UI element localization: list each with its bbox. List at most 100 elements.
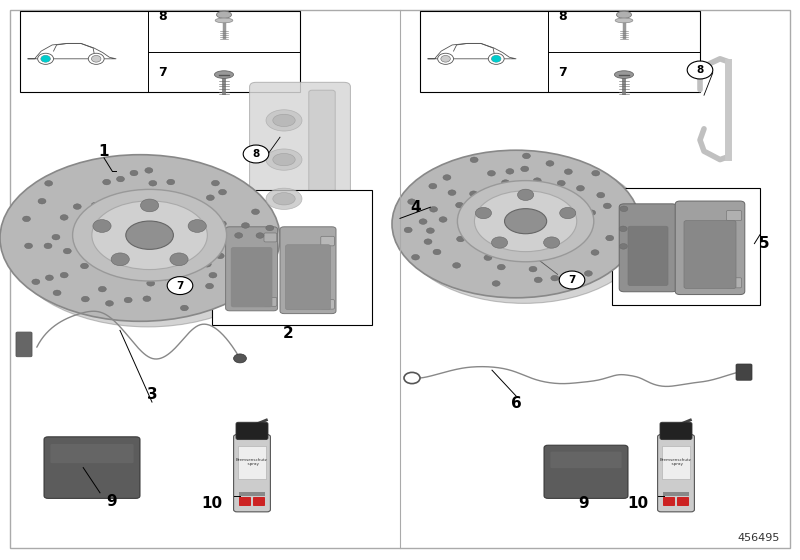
Text: 1: 1 (98, 144, 110, 158)
Polygon shape (428, 44, 516, 59)
Circle shape (206, 195, 214, 200)
Circle shape (106, 301, 114, 306)
Text: 9: 9 (578, 497, 590, 511)
Circle shape (534, 277, 542, 283)
Bar (253, 497, 264, 505)
Circle shape (91, 202, 99, 208)
Bar (212, 190, 372, 325)
Circle shape (502, 180, 510, 185)
Circle shape (470, 157, 478, 162)
Ellipse shape (392, 150, 640, 298)
Circle shape (568, 233, 576, 239)
Bar (612, 188, 760, 305)
Text: 7: 7 (176, 281, 184, 291)
Text: 7: 7 (558, 66, 566, 80)
Circle shape (111, 253, 130, 265)
Circle shape (411, 254, 419, 260)
Text: 5: 5 (758, 236, 770, 251)
Circle shape (561, 246, 569, 251)
Circle shape (216, 240, 224, 245)
Bar (663, 492, 689, 496)
Circle shape (253, 263, 261, 269)
Ellipse shape (458, 181, 594, 262)
FancyBboxPatch shape (675, 201, 745, 295)
Circle shape (145, 195, 153, 200)
Circle shape (256, 233, 264, 239)
Circle shape (534, 188, 542, 193)
Ellipse shape (505, 209, 546, 234)
Text: 456495: 456495 (738, 533, 780, 543)
Ellipse shape (73, 189, 226, 281)
Circle shape (448, 190, 456, 195)
Circle shape (177, 199, 185, 204)
Circle shape (529, 267, 537, 272)
Circle shape (82, 296, 90, 302)
Circle shape (91, 55, 101, 62)
Circle shape (88, 53, 104, 64)
Circle shape (234, 354, 246, 363)
FancyBboxPatch shape (264, 297, 277, 306)
Circle shape (143, 296, 151, 301)
Ellipse shape (266, 110, 302, 131)
Circle shape (588, 210, 596, 216)
FancyBboxPatch shape (628, 226, 668, 286)
Bar (239, 497, 250, 505)
Circle shape (534, 178, 542, 183)
Circle shape (591, 250, 599, 255)
Circle shape (492, 56, 500, 62)
Circle shape (113, 196, 121, 202)
Circle shape (170, 253, 188, 265)
FancyBboxPatch shape (236, 422, 268, 440)
Text: 8: 8 (158, 10, 166, 24)
FancyBboxPatch shape (250, 82, 350, 242)
Text: 8: 8 (558, 10, 566, 24)
Circle shape (584, 270, 592, 276)
FancyBboxPatch shape (726, 278, 742, 288)
Circle shape (218, 221, 226, 226)
Circle shape (620, 206, 628, 212)
Circle shape (38, 198, 46, 204)
Ellipse shape (214, 71, 234, 78)
Circle shape (457, 236, 465, 242)
FancyBboxPatch shape (662, 446, 690, 479)
Circle shape (166, 179, 174, 185)
Ellipse shape (0, 155, 280, 321)
Circle shape (551, 276, 559, 281)
Circle shape (98, 286, 106, 292)
Circle shape (546, 161, 554, 166)
Text: 6: 6 (510, 396, 522, 410)
Circle shape (266, 225, 274, 231)
FancyBboxPatch shape (544, 445, 628, 498)
Text: 8: 8 (696, 65, 704, 75)
FancyBboxPatch shape (321, 236, 334, 246)
FancyBboxPatch shape (684, 221, 736, 288)
Circle shape (491, 237, 508, 248)
Circle shape (404, 372, 420, 384)
Circle shape (60, 272, 68, 278)
Text: 7: 7 (568, 275, 576, 285)
Circle shape (453, 263, 461, 268)
Circle shape (619, 244, 627, 249)
Circle shape (41, 55, 50, 62)
Ellipse shape (615, 18, 633, 23)
Bar (239, 492, 265, 496)
Bar (420, 11, 700, 92)
Circle shape (530, 255, 538, 261)
Circle shape (488, 187, 496, 193)
Ellipse shape (474, 191, 577, 251)
Circle shape (546, 193, 554, 198)
Circle shape (242, 223, 250, 228)
Circle shape (522, 153, 530, 158)
Circle shape (606, 235, 614, 241)
Circle shape (559, 271, 585, 289)
Circle shape (470, 191, 478, 197)
Circle shape (430, 207, 438, 212)
Circle shape (506, 169, 514, 174)
Circle shape (93, 220, 111, 232)
Circle shape (234, 232, 242, 238)
Circle shape (443, 175, 451, 180)
Circle shape (174, 276, 182, 281)
Circle shape (521, 166, 529, 172)
Ellipse shape (273, 153, 295, 166)
Text: 2: 2 (282, 326, 294, 340)
